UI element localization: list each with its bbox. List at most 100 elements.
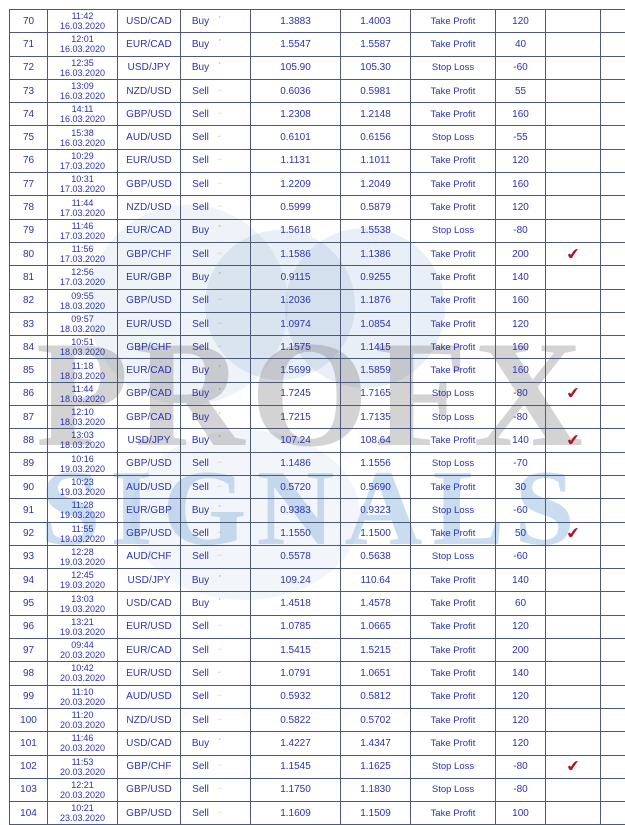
currency-pair-cell: GBP/USD <box>117 451 181 476</box>
bear-icon <box>215 713 239 728</box>
table-row[interactable]: 93 12:28 19.03.2020 AUD/CHF Sell 0.5578 0.5638… <box>9 544 625 570</box>
table-row[interactable]: 72 12:35 16.03.2020 USD/JPY Buy 105.90 105.30 S… <box>9 55 625 80</box>
direction-label: Sell <box>192 807 209 819</box>
bear-icon <box>215 782 239 797</box>
mark-column-2-cell: ✔ <box>600 241 625 267</box>
time-date-stack: 10:42 20.03.2020 <box>49 664 117 683</box>
direction-cell: Sell <box>180 474 251 500</box>
signal-id-cell: 71 <box>9 32 48 57</box>
table-row[interactable]: 103 12:21 20.03.2020 GBP/USD Sell 1.1750 1.183… <box>9 777 625 803</box>
signal-id-cell: 86 <box>9 381 48 407</box>
table-row[interactable]: 70 11:42 16.03.2020 USD/CAD Buy 1.3883 1.4003 T… <box>9 8 625 34</box>
close-price-cell: 1.5538 <box>340 218 411 243</box>
pips-cell: 60 <box>495 591 546 616</box>
signal-time: 10:51 <box>71 337 94 348</box>
currency-pair: GBP/CAD <box>126 411 172 423</box>
direction-wrapper: Sell <box>182 779 250 800</box>
signal-time-cell: 12:28 19.03.2020 <box>47 544 118 570</box>
result-label: Take Profit <box>430 341 476 353</box>
table-row[interactable]: 75 15:38 16.03.2020 AUD/USD Sell 0.6101 0.6156… <box>9 125 625 150</box>
table-row[interactable]: 96 13:21 19.03.2020 EUR/USD Sell 1.0785 1.0665… <box>9 614 625 640</box>
close-price: 1.5587 <box>360 38 391 50</box>
mark-column-2-cell: ✔ <box>600 405 625 430</box>
signal-id: 76 <box>22 155 35 167</box>
signal-time-cell: 09:57 18.03.2020 <box>47 311 118 337</box>
pips-cell: -55 <box>495 125 546 150</box>
pips-cell: 55 <box>495 78 546 104</box>
table-row[interactable]: 89 10:16 19.03.2020 GBP/USD Sell 1.1486 1.1556… <box>9 451 625 476</box>
signal-time-cell: 12:35 16.03.2020 <box>47 55 118 80</box>
direction-label: Buy <box>191 574 210 586</box>
table-row[interactable]: 94 12:45 19.03.2020 USD/JPY Buy 109.24 110.64 T… <box>9 568 625 593</box>
direction-wrapper: Buy <box>182 33 250 55</box>
bull-icon <box>215 363 239 378</box>
table-row[interactable]: 82 09:55 18.03.2020 GBP/USD Sell 1.2036 1.1876… <box>9 288 625 313</box>
table-row[interactable]: 104 10:21 23.03.2020 GBP/USD Sell 1.1609 1.150… <box>9 801 625 825</box>
direction-wrapper: Sell <box>182 313 250 334</box>
table-row[interactable]: 92 11:55 19.03.2020 GBP/USD Sell 1.1550 1.1500… <box>9 521 625 546</box>
result-cell: Take Profit <box>410 731 496 756</box>
table-row[interactable]: 73 13:09 16.03.2020 NZD/USD Sell 0.6036 0.5981… <box>9 78 625 104</box>
direction-wrapper: Buy <box>182 406 250 428</box>
direction-cell: Sell <box>180 801 251 825</box>
direction-cell: Sell <box>180 102 251 127</box>
table-row[interactable]: 100 11:20 20.03.2020 NZD/USD Sell 0.5822 0.570… <box>9 707 625 733</box>
table-row[interactable]: 83 09:57 18.03.2020 EUR/USD Sell 1.0974 1.0854… <box>9 311 625 337</box>
close-price-cell: 0.5638 <box>340 544 411 570</box>
pips-cell: 120 <box>495 311 546 337</box>
pips-cell: 100 <box>495 801 546 825</box>
time-date-stack: 12:35 16.03.2020 <box>49 58 117 78</box>
table-row[interactable]: 102 11:53 20.03.2020 GBP/CHF Sell 1.1545 1.162… <box>9 754 625 779</box>
bull-icon <box>215 503 239 518</box>
signal-time: 11:28 <box>71 500 94 511</box>
table-row[interactable]: 88 13:03 18.03.2020 USD/JPY Buy 107.24 108.64 T… <box>9 428 625 453</box>
mark-column-1-cell <box>545 311 601 337</box>
currency-pair: GBP/USD <box>126 108 172 120</box>
table-row[interactable]: 101 11:46 20.03.2020 USD/CAD Buy 1.4227 1.4347… <box>9 731 625 756</box>
table-row[interactable]: 86 11:44 18.03.2020 GBP/CAD Buy 1.7245 1.7165 S… <box>9 381 625 407</box>
bull-icon <box>215 37 239 52</box>
signal-date: 16.03.2020 <box>59 21 106 32</box>
mark-column-2-cell: ✔ <box>600 265 625 290</box>
table-row[interactable]: 79 11:46 17.03.2020 EUR/CAD Buy 1.5618 1.5538 S… <box>9 218 625 243</box>
open-price-cell: 1.0785 <box>250 614 341 640</box>
signal-date: 23.03.2020 <box>59 813 106 824</box>
currency-pair: NZD/USD <box>126 202 172 214</box>
table-row[interactable]: 90 10:23 19.03.2020 AUD/USD Sell 0.5720 0.5690… <box>9 474 625 500</box>
table-row[interactable]: 84 10:51 18.03.2020 GBP/CHF Sell 1.1575 1.1415… <box>9 335 625 360</box>
table-row[interactable]: 91 11:28 19.03.2020 EUR/GBP Buy 0.9383 0.9323 S… <box>9 498 625 523</box>
mark-column-2-cell: ✔ <box>600 55 625 80</box>
table-row[interactable]: 99 11:10 20.03.2020 AUD/USD Sell 0.5932 0.5812… <box>9 684 625 709</box>
signal-date: 17.03.2020 <box>59 160 106 171</box>
table-row[interactable]: 77 10:31 17.03.2020 GBP/USD Sell 1.2209 1.2049… <box>9 172 625 197</box>
table-row[interactable]: 78 11:44 17.03.2020 NZD/USD Sell 0.5999 0.5879… <box>9 195 625 220</box>
signal-date: 17.03.2020 <box>59 277 106 288</box>
close-price-cell: 1.0651 <box>340 661 411 686</box>
table-row[interactable]: 85 11:18 18.03.2020 EUR/CAD Buy 1.5699 1.5859 T… <box>9 358 625 383</box>
signal-id-cell: 101 <box>9 731 48 756</box>
result-label: Take Profit <box>430 248 476 260</box>
table-row[interactable]: 87 12:10 18.03.2020 GBP/CAD Buy 1.7215 1.7135 S… <box>9 405 625 430</box>
table-row[interactable]: 81 12:56 17.03.2020 EUR/GBP Buy 0.9115 0.9255 T… <box>9 265 625 290</box>
table-row[interactable]: 97 09:44 20.03.2020 EUR/CAD Sell 1.5415 1.5215… <box>9 638 625 663</box>
result-label: Take Profit <box>430 202 476 214</box>
open-price-cell: 0.5932 <box>250 684 341 709</box>
open-price-cell: 1.1586 <box>250 241 341 267</box>
table-row[interactable]: 95 13:03 19.03.2020 USD/CAD Buy 1.4518 1.4578 T… <box>9 591 625 616</box>
direction-cell: Sell <box>180 451 251 476</box>
close-price-cell: 1.4347 <box>340 731 411 756</box>
direction-cell: Buy <box>180 381 251 407</box>
table-row[interactable]: 71 12:01 16.03.2020 EUR/CAD Buy 1.5547 1.5587 T… <box>9 32 625 57</box>
direction-label: Sell <box>192 761 209 773</box>
table-row[interactable]: 74 14:11 16.03.2020 GBP/USD Sell 1.2308 1.2148… <box>9 102 625 127</box>
result-label: Take Profit <box>430 15 476 27</box>
result-cell: Take Profit <box>410 521 496 546</box>
table-row[interactable]: 80 11:56 17.03.2020 GBP/CHF Sell 1.1586 1.1386… <box>9 241 625 267</box>
direction-label: Buy <box>191 15 210 27</box>
table-row[interactable]: 98 10:42 20.03.2020 EUR/USD Sell 1.0791 1.0651… <box>9 661 625 686</box>
time-date-stack: 09:55 18.03.2020 <box>49 291 117 311</box>
table-row[interactable]: 76 10:29 17.03.2020 EUR/USD Sell 1.1131 1.1011… <box>9 148 625 174</box>
signal-id: 83 <box>22 318 35 330</box>
result-cell: Take Profit <box>410 265 496 290</box>
signal-id-cell: 99 <box>9 684 48 709</box>
